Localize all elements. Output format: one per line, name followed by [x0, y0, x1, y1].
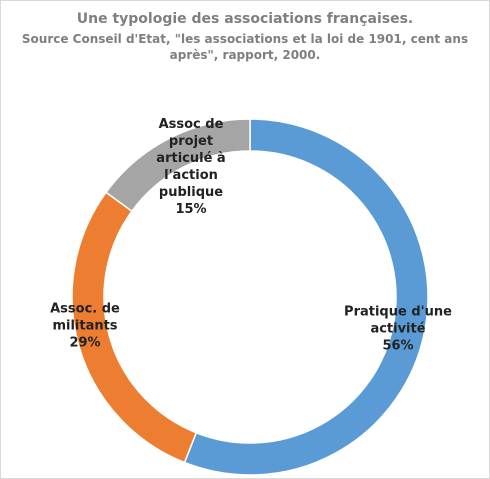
data-label: Assoc. de militants 29%	[30, 301, 140, 352]
value-label: 15%	[175, 202, 207, 217]
value-label: 56%	[382, 338, 414, 354]
chart-subtitle: Source Conseil d'Etat, "les associations…	[21, 32, 469, 62]
category-label: Assoc de projet articulé à l'action publ…	[156, 117, 226, 200]
donut-slice	[104, 118, 251, 213]
category-label: Assoc. de militants	[50, 301, 120, 334]
chart-title: Une typologie des associations française…	[76, 11, 414, 27]
value-label: 29%	[69, 335, 101, 351]
category-label: Pratique d'une activité	[344, 304, 452, 337]
data-label: Pratique d'une activité 56%	[343, 304, 453, 355]
donut-slice	[183, 118, 429, 476]
data-label: Assoc de projet articulé à l'action publ…	[145, 116, 237, 218]
header: Une typologie des associations française…	[21, 11, 469, 63]
